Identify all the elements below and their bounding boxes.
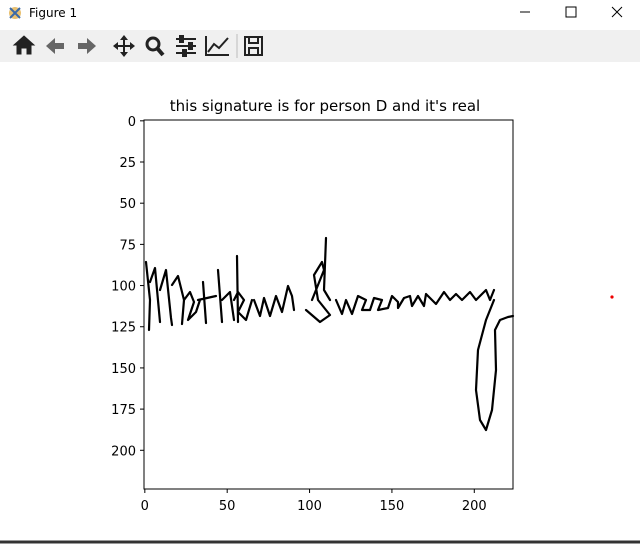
y-tick-label: 75 [119, 238, 136, 253]
forward-button[interactable] [78, 38, 96, 54]
save-button[interactable] [244, 36, 263, 56]
pan-button[interactable] [113, 35, 135, 57]
y-tick-label: 25 [119, 156, 136, 171]
maximize-button[interactable] [565, 6, 577, 18]
y-tick-label: 125 [111, 321, 136, 336]
edit-axes-button[interactable] [205, 36, 229, 56]
x-tick-label: 0 [141, 499, 149, 514]
window-title: Figure 1 [29, 6, 77, 20]
x-tick-label: 200 [462, 499, 487, 514]
axes [143, 119, 514, 490]
close-button[interactable] [611, 6, 623, 18]
home-button[interactable] [12, 35, 36, 55]
toolbar [0, 30, 640, 62]
title-bar [0, 0, 640, 26]
y-tick-label: 100 [111, 280, 136, 295]
y-tick-label: 0 [128, 115, 136, 130]
configure-button[interactable] [176, 35, 196, 57]
y-tick-label: 175 [111, 403, 136, 418]
cursor-dot [610, 295, 614, 299]
y-tick-label: 50 [119, 197, 136, 212]
chart-title: this signature is for person D and it's … [170, 97, 480, 115]
x-tick-label: 50 [219, 499, 236, 514]
signature-image [144, 236, 515, 432]
y-tick-label: 200 [111, 444, 136, 459]
x-tick-label: 100 [297, 499, 322, 514]
app-icon [9, 7, 21, 19]
back-button[interactable] [46, 38, 64, 54]
zoom-button[interactable] [145, 36, 165, 57]
x-tick-label: 150 [380, 499, 405, 514]
axes-frame [143, 119, 514, 490]
y-tick-label: 150 [111, 362, 136, 377]
